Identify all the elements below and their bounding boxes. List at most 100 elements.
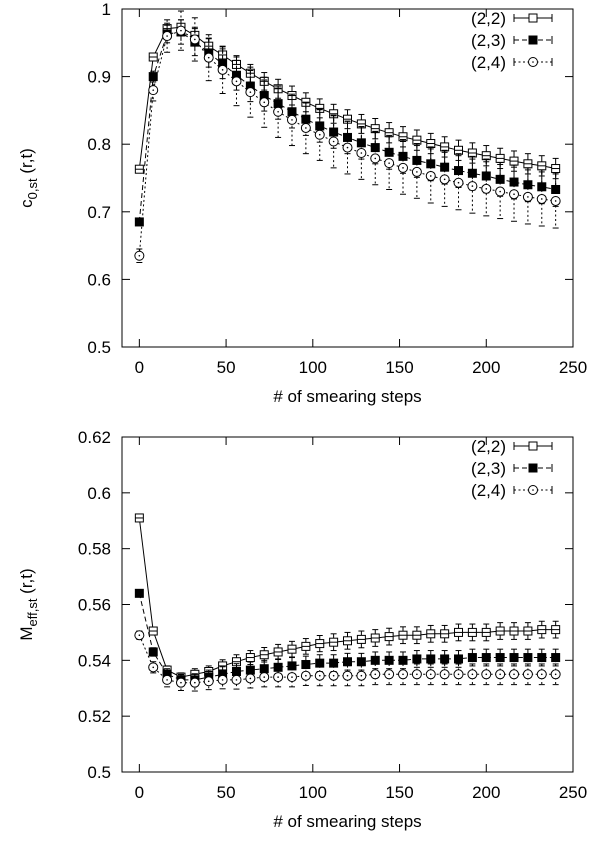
y-axis-label-tail: (r,t) (17, 568, 36, 598)
legend-label: (2,2) (471, 437, 506, 456)
data-point-center (346, 674, 349, 677)
y-tick-label: 0.9 (87, 68, 111, 87)
y-tick-label: 0.58 (78, 540, 111, 559)
data-point-center (527, 196, 529, 198)
data-point (384, 655, 394, 665)
error-bar (330, 114, 337, 169)
data-point-center (554, 673, 557, 676)
x-tick-label: 100 (299, 783, 327, 802)
data-point-center (318, 133, 321, 136)
x-tick-label: 0 (135, 783, 144, 802)
data-point (148, 647, 158, 657)
data-point (440, 654, 450, 664)
data-point-center (138, 634, 141, 637)
data-point (467, 653, 477, 663)
data-point-center (499, 673, 501, 676)
legend-marker-center (532, 61, 534, 63)
data-point-center (166, 679, 168, 681)
y-tick-label: 0.56 (78, 596, 111, 615)
data-point (454, 654, 464, 664)
data-point (537, 653, 547, 663)
data-point-center (138, 254, 141, 257)
data-point-center (443, 178, 446, 181)
data-point (301, 660, 311, 670)
y-tick-label: 0.52 (78, 707, 111, 726)
data-point-center (318, 674, 321, 677)
x-tick-label: 250 (559, 358, 587, 377)
data-point (412, 654, 422, 664)
data-point-center (221, 69, 224, 71)
x-tick-label: 150 (385, 358, 413, 377)
x-tick-label: 200 (472, 358, 500, 377)
legend-label: (2,2) (471, 9, 506, 28)
data-point (356, 657, 366, 667)
data-point (426, 654, 436, 664)
data-point-center (499, 190, 501, 193)
data-point-center (152, 666, 155, 669)
error-bar (136, 248, 143, 263)
data-point (481, 653, 491, 663)
data-point-center (402, 673, 404, 676)
data-point-center (360, 152, 363, 154)
data-point-center (249, 91, 252, 93)
data-point-center (207, 56, 210, 59)
data-point-center (332, 140, 335, 143)
error-bar (177, 674, 184, 691)
x-tick-label: 0 (135, 358, 144, 377)
error-bar (372, 131, 379, 186)
data-point-center (513, 673, 515, 676)
legend-label: (2,3) (471, 31, 506, 50)
data-point-center (180, 29, 182, 32)
x-axis-label: # of smearing steps (273, 812, 421, 831)
data-point (509, 653, 519, 663)
data-point-center (180, 681, 182, 684)
data-point (329, 127, 339, 137)
data-point (356, 138, 366, 148)
error-bar (247, 66, 254, 118)
data-point-center (554, 200, 557, 202)
data-point-center (388, 162, 390, 164)
data-point-center (194, 38, 196, 41)
chart-panel-2: 0 50 100 150 200 250 0.5 0.52 0.54 0.56 0.58 0.6 0.6… (17, 428, 587, 831)
data-point-center (374, 157, 377, 160)
data-point-center (291, 119, 293, 121)
data-point-center (388, 673, 390, 676)
legend-label: (2,4) (471, 53, 506, 72)
data-point-center (291, 676, 293, 678)
error-bar (191, 673, 198, 692)
y-axis-label-tail: (r,t) (17, 148, 36, 178)
error-bar (205, 672, 212, 691)
x-tick-label: 250 (559, 783, 587, 802)
legend-label: (2,3) (471, 459, 506, 478)
data-point-center (194, 681, 196, 684)
data-point-center (471, 185, 474, 187)
legend-marker (528, 35, 538, 45)
y-axis-label-main: c (17, 199, 36, 208)
data-point-center (416, 673, 418, 676)
x-tick-label: 50 (217, 783, 236, 802)
chart-panel-1: 0 50 100 150 200 250 0.5 0.6 0.7 0.8 0.9 1 # of smea… (17, 0, 587, 406)
y-axis-label-subscript: eff,st (25, 598, 40, 626)
data-point-center (277, 676, 279, 678)
error-bar (413, 145, 420, 199)
y-tick-label: 0.5 (87, 763, 111, 782)
x-tick-label: 200 (472, 783, 500, 802)
data-point-center (540, 198, 543, 200)
error-bar (358, 126, 365, 180)
data-point-center (457, 673, 460, 676)
data-point-center (332, 674, 335, 677)
data-point-center (263, 676, 266, 678)
data-point-center (402, 167, 404, 169)
data-point-center (485, 673, 488, 676)
x-tick-label: 100 (299, 358, 327, 377)
data-point-center (527, 673, 529, 676)
data-point-center (221, 679, 224, 681)
data-point (287, 661, 297, 671)
error-bar (191, 17, 198, 62)
legend-marker-center (532, 489, 534, 491)
data-point (370, 655, 380, 665)
series-2-4 (134, 10, 561, 263)
data-point-center (429, 673, 432, 676)
y-tick-label: 0.6 (87, 484, 111, 503)
